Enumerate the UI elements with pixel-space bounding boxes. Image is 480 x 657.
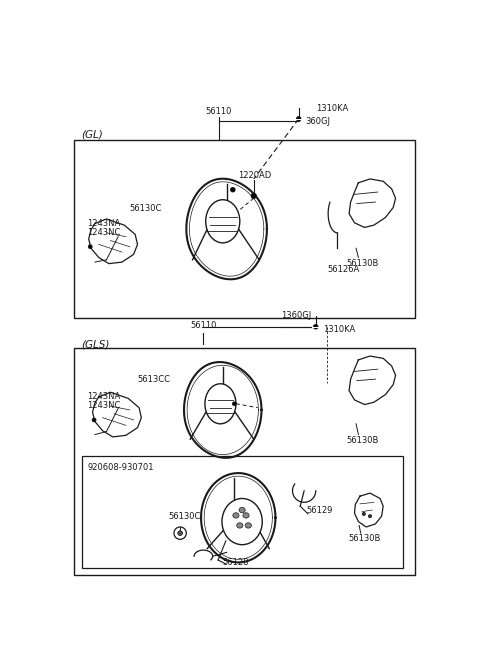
Text: 1360GJ: 1360GJ <box>281 311 311 321</box>
Text: 56110: 56110 <box>190 321 216 330</box>
Text: 1243NA: 1243NA <box>87 219 120 228</box>
Text: 56129: 56129 <box>306 505 333 514</box>
Circle shape <box>313 325 318 329</box>
Ellipse shape <box>233 512 239 518</box>
Text: 1310KA: 1310KA <box>316 104 348 112</box>
Text: 360GJ: 360GJ <box>305 117 330 125</box>
Circle shape <box>88 245 92 248</box>
Circle shape <box>178 531 182 535</box>
Circle shape <box>230 187 235 192</box>
Text: 1243NC: 1243NC <box>87 401 120 410</box>
Circle shape <box>92 418 96 422</box>
Text: 1243NA: 1243NA <box>87 392 120 401</box>
Text: 56130B: 56130B <box>347 436 379 445</box>
Circle shape <box>174 527 186 539</box>
Polygon shape <box>89 219 137 263</box>
Circle shape <box>232 402 236 406</box>
Text: 920608-930701: 920608-930701 <box>87 463 154 472</box>
Text: 56130C: 56130C <box>168 512 201 521</box>
Text: (GLS): (GLS) <box>82 340 110 350</box>
Text: 1243NC: 1243NC <box>87 229 120 237</box>
Text: 56126A: 56126A <box>327 265 360 275</box>
Ellipse shape <box>206 200 240 243</box>
Bar <box>74 348 415 576</box>
Text: (GL): (GL) <box>82 129 104 139</box>
Ellipse shape <box>245 523 252 528</box>
Circle shape <box>296 116 301 121</box>
Text: 1220AD: 1220AD <box>238 171 272 179</box>
Polygon shape <box>355 493 383 527</box>
Bar <box>74 141 415 317</box>
Ellipse shape <box>237 523 243 528</box>
Text: 5613CC: 5613CC <box>137 374 170 384</box>
Circle shape <box>362 512 365 516</box>
Polygon shape <box>93 392 142 437</box>
Text: 56130C: 56130C <box>130 204 162 213</box>
Polygon shape <box>349 356 396 405</box>
Ellipse shape <box>239 507 245 512</box>
Ellipse shape <box>205 384 236 424</box>
Circle shape <box>251 193 256 198</box>
Text: 56130B: 56130B <box>347 259 379 268</box>
Text: 1310KA: 1310KA <box>324 325 356 334</box>
Bar <box>82 456 403 568</box>
Ellipse shape <box>243 512 249 518</box>
Text: 56128: 56128 <box>223 558 249 567</box>
Circle shape <box>369 514 372 518</box>
Polygon shape <box>349 179 396 227</box>
Text: 56110: 56110 <box>206 106 232 116</box>
Ellipse shape <box>222 499 262 545</box>
Text: 56130B: 56130B <box>348 534 381 543</box>
